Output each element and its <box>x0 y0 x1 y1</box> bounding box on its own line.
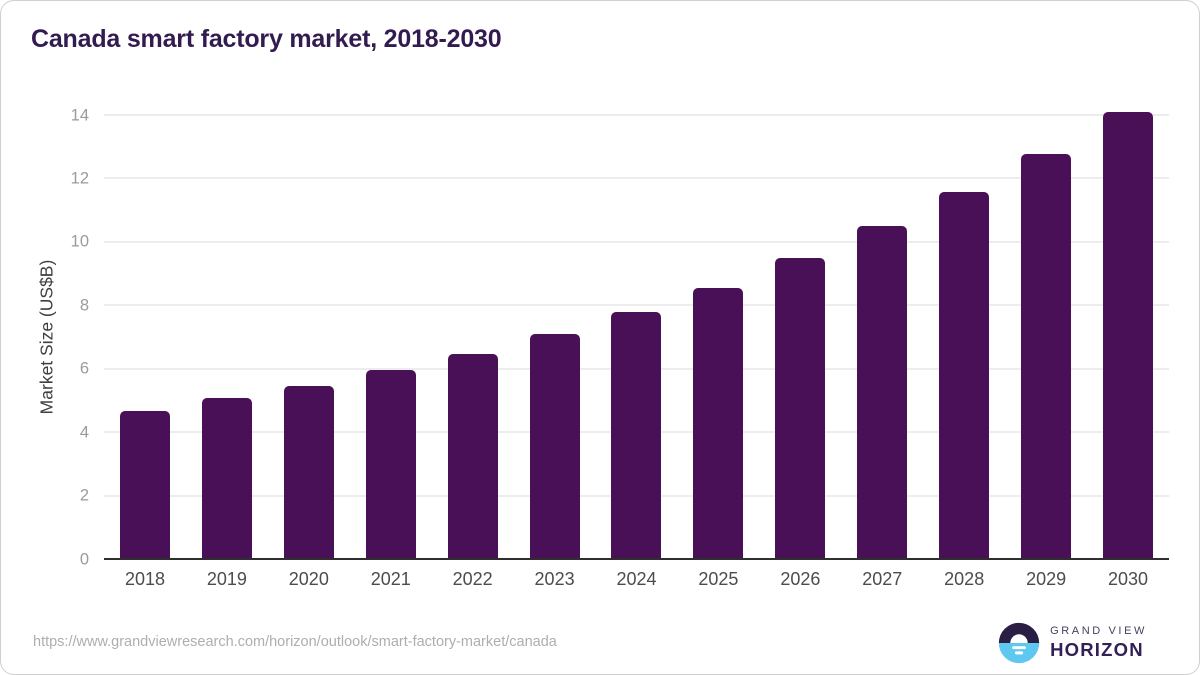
x-tick-label: 2021 <box>370 569 411 589</box>
bar-column <box>268 115 350 559</box>
bar-column <box>104 115 186 559</box>
bar-column <box>596 115 678 559</box>
bar-column <box>1005 115 1087 559</box>
y-tick-label: 10 <box>70 232 89 251</box>
bar-2025[interactable] <box>693 287 744 559</box>
x-tick-label: 2022 <box>452 569 493 589</box>
bar-column <box>186 115 268 559</box>
x-tick-label: 2028 <box>944 569 985 589</box>
x-tick-label: 2026 <box>780 569 821 589</box>
x-tick-label: 2024 <box>616 569 657 589</box>
chart-title: Canada smart factory market, 2018-2030 <box>31 25 502 53</box>
bar-2027[interactable] <box>857 226 908 559</box>
bars-row <box>104 112 1169 559</box>
bar-column <box>350 115 432 559</box>
y-tick-label: 4 <box>79 422 89 441</box>
bar-column <box>1087 112 1169 559</box>
bar-2028[interactable] <box>939 192 990 559</box>
gridline <box>104 177 1169 180</box>
x-tick-label: 2030 <box>1108 569 1149 589</box>
plot-area <box>104 112 1169 560</box>
gridline <box>104 240 1169 243</box>
y-tick-label: 14 <box>70 105 89 124</box>
bar-column <box>759 115 841 559</box>
x-axis-line <box>104 558 1169 560</box>
bar-column <box>841 115 923 559</box>
y-tick-label: 0 <box>79 549 89 568</box>
y-tick-label: 6 <box>79 359 89 378</box>
x-axis-labels: 2018 2019 2020 2021 2022 2023 2024 2025 2026 2027… <box>104 569 1169 590</box>
x-tick-label: 2029 <box>1026 569 1067 589</box>
bar-2020[interactable] <box>283 385 334 559</box>
x-tick-label: 2023 <box>534 569 575 589</box>
bar-column <box>514 115 596 559</box>
x-tick-label: 2019 <box>206 569 247 589</box>
y-tick-label: 12 <box>70 169 89 188</box>
y-axis-ticks: 0 2 4 6 8 10 12 14 <box>1 107 89 567</box>
x-tick-label: 2027 <box>862 569 903 589</box>
x-tick-label: 2018 <box>124 569 165 589</box>
bar-2018[interactable] <box>119 410 170 559</box>
grandview-horizon-logo: GRAND VIEW HORIZON <box>997 621 1147 665</box>
bar-2030[interactable] <box>1103 112 1154 559</box>
bar-column <box>432 115 514 559</box>
bar-2021[interactable] <box>365 369 416 559</box>
bar-2024[interactable] <box>611 312 662 559</box>
bar-2023[interactable] <box>529 334 580 559</box>
bar-2022[interactable] <box>447 353 498 559</box>
logo-text: GRAND VIEW HORIZON <box>1050 625 1147 660</box>
x-tick-label: 2025 <box>698 569 739 589</box>
x-tick-label: 2020 <box>288 569 329 589</box>
bar-column <box>923 115 1005 559</box>
bar-2019[interactable] <box>201 397 252 559</box>
source-url: https://www.grandviewresearch.com/horizo… <box>33 634 557 650</box>
bar-column <box>677 115 759 559</box>
gridline <box>104 114 1169 116</box>
bar-2026[interactable] <box>775 258 826 559</box>
y-tick-label: 8 <box>79 296 89 315</box>
gridline <box>104 304 1169 307</box>
y-tick-label: 2 <box>79 486 89 505</box>
logo-brand-line2: HORIZON <box>1050 639 1144 661</box>
bar-2029[interactable] <box>1021 154 1072 559</box>
logo-brand-line1: GRAND VIEW <box>1050 625 1147 638</box>
horizon-sun-icon <box>998 622 1040 664</box>
